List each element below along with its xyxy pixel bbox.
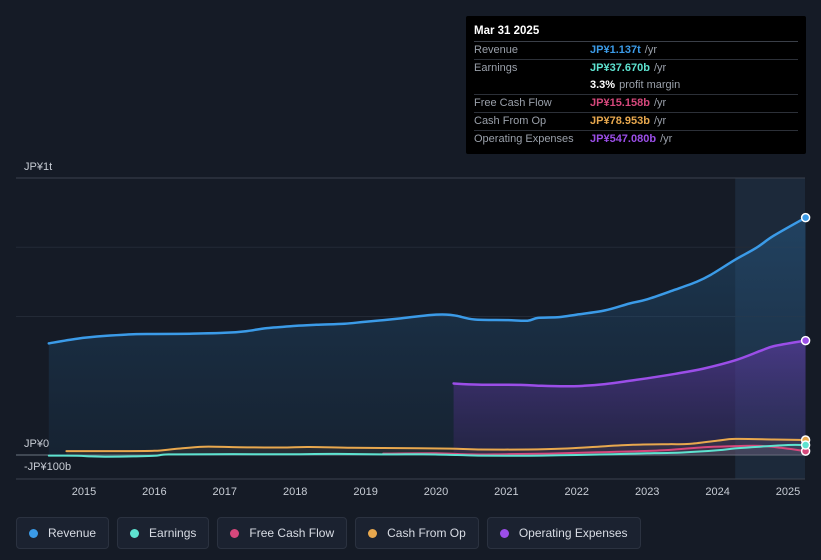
tooltip-row-fcf: Free Cash Flow JP¥15.158b /yr xyxy=(474,95,798,113)
legend-item-revenue[interactable]: Revenue xyxy=(16,517,110,549)
legend-label: Cash From Op xyxy=(387,526,466,540)
legend-dot-icon xyxy=(130,528,140,538)
x-tick-label: 2016 xyxy=(142,486,166,498)
operating-expenses-area xyxy=(453,340,806,455)
tooltip-unit: /yr xyxy=(653,62,667,74)
earnings-line xyxy=(47,443,807,458)
tooltip-row-margin: 3.3% profit margin xyxy=(474,77,798,95)
tooltip-value: 3.3% xyxy=(590,79,616,91)
x-tick-label: 2025 xyxy=(776,486,800,498)
tooltip-value: JP¥78.953b xyxy=(590,115,650,127)
x-tick-label: 2015 xyxy=(72,486,96,498)
tooltip-label: Revenue xyxy=(474,44,519,56)
tooltip-label: Earnings xyxy=(474,62,518,74)
tooltip-label xyxy=(474,77,590,94)
x-tick-label: 2023 xyxy=(635,486,659,498)
tooltip-value: JP¥1.137t xyxy=(590,44,641,56)
tooltip-row-earnings: Earnings JP¥37.670b /yr xyxy=(474,60,798,77)
x-tick-label: 2021 xyxy=(494,486,518,498)
tooltip-label: Free Cash Flow xyxy=(474,97,552,109)
series-areas xyxy=(48,217,806,457)
legend-label: Free Cash Flow xyxy=(249,526,335,540)
tooltip-row-revenue: Revenue JP¥1.137t /yr xyxy=(474,42,798,60)
cash-from-op-line xyxy=(65,437,807,453)
tooltip-row-opex: Operating Expenses JP¥547.080b /yr xyxy=(474,131,798,148)
earnings-endpoint xyxy=(800,440,811,450)
y-tick-label: JP¥1t xyxy=(24,161,52,173)
tooltip-value: JP¥15.158b xyxy=(590,97,650,109)
legend: Revenue Earnings Free Cash Flow Cash Fro… xyxy=(16,517,641,549)
tooltip-label: Cash From Op xyxy=(474,115,547,127)
tooltip-row-cfo: Cash From Op JP¥78.953b /yr xyxy=(474,113,798,131)
y-axis-labels: JP¥1t JP¥0 -JP¥100b xyxy=(24,161,71,473)
series-endpoints xyxy=(800,212,811,456)
legend-dot-icon xyxy=(230,528,240,538)
legend-label: Operating Expenses xyxy=(518,526,628,540)
legend-dot-icon xyxy=(499,528,509,538)
x-tick-label: 2018 xyxy=(283,486,307,498)
revenue-endpoint xyxy=(800,212,811,223)
tooltip-unit: /yr xyxy=(653,97,667,109)
x-tick-label: 2017 xyxy=(213,486,237,498)
legend-item-cash-from-op[interactable]: Cash From Op xyxy=(355,517,479,549)
tooltip-label: Operating Expenses xyxy=(474,133,574,145)
y-tick-label: -JP¥100b xyxy=(24,461,71,473)
tooltip-value: JP¥37.670b xyxy=(590,62,650,74)
tooltip-unit: /yr xyxy=(653,115,667,127)
legend-dot-icon xyxy=(368,528,378,538)
legend-item-operating-expenses[interactable]: Operating Expenses xyxy=(486,517,641,549)
tooltip-date: Mar 31 2025 xyxy=(474,24,798,42)
legend-item-free-cash-flow[interactable]: Free Cash Flow xyxy=(217,517,348,549)
legend-dot-icon xyxy=(29,528,38,538)
operating-expenses-endpoint xyxy=(800,335,811,346)
revenue-line xyxy=(47,216,807,345)
tooltip: Mar 31 2025 Revenue JP¥1.137t /yr Earnin… xyxy=(466,16,806,154)
x-axis-labels: 2015 2016 2017 2018 2019 2020 2021 2022 2023 2024… xyxy=(72,486,800,498)
x-tick-label: 2022 xyxy=(565,486,589,498)
x-tick-label: 2024 xyxy=(705,486,729,498)
legend-item-earnings[interactable]: Earnings xyxy=(117,517,210,549)
y-tick-label: JP¥0 xyxy=(24,438,49,450)
tooltip-value: JP¥547.080b xyxy=(590,133,657,145)
series-lines xyxy=(47,216,807,458)
x-tick-label: 2020 xyxy=(424,486,448,498)
legend-label: Revenue xyxy=(48,526,97,540)
tooltip-unit: profit margin xyxy=(619,79,681,91)
x-tick-label: 2019 xyxy=(353,486,377,498)
operating-expenses-line xyxy=(452,339,807,388)
legend-label: Earnings xyxy=(149,526,197,540)
tooltip-unit: /yr xyxy=(660,133,673,145)
tooltip-unit: /yr xyxy=(644,44,657,56)
